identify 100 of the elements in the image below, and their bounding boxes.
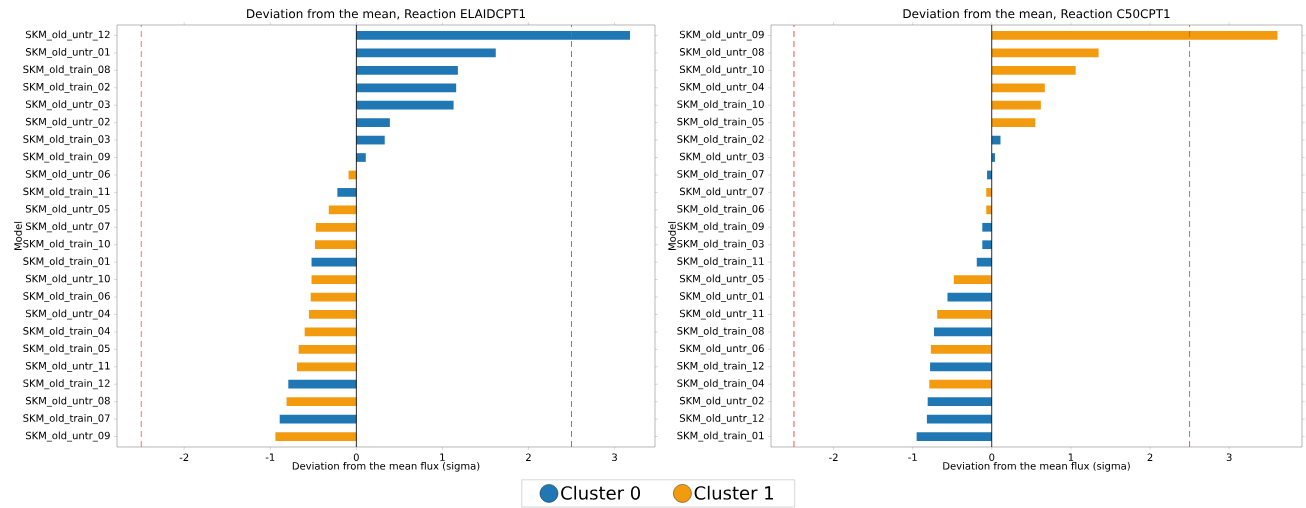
y-axis-title: Model [14,221,22,251]
y-tick-label: SKM_old_untr_02 [25,117,110,128]
x-axis-title: Deviation from the mean flux (sigma) [943,461,1130,472]
bar [930,362,992,372]
y-tick-label: SKM_old_untr_07 [679,187,764,198]
y-tick-label: SKM_old_untr_11 [25,361,110,372]
y-tick-label: SKM_old_untr_05 [679,274,764,285]
legend-label: Cluster 0 [561,485,641,500]
bar [356,65,458,75]
x-tick-label: -1 [265,453,275,461]
x-tick-label: 2 [526,453,531,461]
x-tick-label: 1 [440,453,445,461]
bar [296,362,357,372]
bar [279,414,357,424]
bar [337,188,357,197]
x-tick-label: 3 [612,453,617,462]
bar [976,257,992,267]
y-tick-label: SKM_old_train_06 [677,204,764,215]
y-tick-label: SKM_old_train_05 [677,117,764,128]
y-tick-label: SKM_old_train_02 [23,82,110,93]
y-tick-label: SKM_old_train_11 [23,187,110,198]
bar [929,379,992,389]
bar [991,118,1036,128]
bar [311,257,357,267]
y-tick-label: SKM_old_untr_01 [25,47,110,58]
y-tick-label: SKM_old_train_02 [677,135,764,146]
y-tick-label: SKM_old_train_04 [677,379,764,390]
y-tick-label: SKM_old_untr_08 [679,47,764,58]
bar [286,397,357,407]
y-tick-label: SKM_old_train_08 [677,326,764,337]
x-tick-label: -1 [908,453,917,461]
y-tick-label: SKM_old_untr_05 [25,204,110,215]
bar [926,414,992,424]
y-tick-label: SKM_old_train_01 [677,431,764,442]
y-tick-label: SKM_old_untr_11 [679,309,764,320]
y-tick-label: SKM_old_train_07 [677,169,764,180]
x-tick-label: -2 [179,453,189,461]
y-tick-label: SKM_old_untr_10 [679,65,764,76]
bar [991,65,1076,75]
chart-title: Deviation from the mean, Reaction C50CPT1 [903,8,1170,20]
bar [991,100,1041,110]
y-tick-label: SKM_old_untr_07 [25,222,110,233]
x-tick-label: 1 [1068,453,1074,461]
bar [314,240,357,250]
bar [356,100,454,110]
bar [356,135,385,145]
bar [991,48,1099,58]
bar [356,83,457,93]
y-tick-label: SKM_old_untr_12 [679,414,764,425]
bar [991,31,1278,40]
bar [328,205,357,215]
y-tick-label: SKM_old_untr_03 [679,152,764,163]
y-tick-label: SKM_old_train_10 [677,100,764,111]
bar [288,379,357,389]
y-tick-label: SKM_old_train_12 [677,361,764,372]
bar [315,222,357,232]
bar [308,310,357,319]
x-axis-title: Deviation from the mean flux (sigma) [292,461,480,472]
y-tick-label: SKM_old_train_01 [23,257,110,268]
bar [356,118,390,128]
bar [947,292,992,302]
bar [991,83,1045,93]
x-tick-label: 2 [1147,453,1153,461]
y-tick-label: SKM_old_untr_01 [679,292,764,302]
y-tick-label: SKM_old_untr_09 [25,431,110,442]
y-tick-label: SKM_old_train_10 [23,239,110,250]
y-tick-label: SKM_old_untr_02 [679,396,764,407]
bar [298,344,357,354]
y-tick-label: SKM_old_untr_09 [679,30,764,41]
y-tick-label: SKM_old_train_11 [677,257,764,268]
bar [304,327,357,337]
legend-label: Cluster 1 [694,485,773,500]
bar [937,310,992,319]
bar [356,31,631,40]
y-tick-label: SKM_old_train_09 [23,152,110,163]
y-tick-label: SKM_old_untr_04 [25,309,110,320]
chart-title: Deviation from the mean, Reaction ELAIDCPT1 [247,8,525,20]
bar [275,432,357,441]
x-tick-label: 3 [1226,453,1232,462]
x-tick-label: 0 [353,453,359,462]
bar [310,292,357,302]
y-tick-label: SKM_old_untr_08 [25,396,110,407]
y-tick-label: SKM_old_train_04 [23,326,110,337]
y-tick-label: SKM_old_train_05 [23,344,110,355]
y-axis-title: Model [668,221,676,251]
bar [934,327,992,337]
y-tick-label: SKM_old_untr_10 [25,274,110,285]
y-tick-label: SKM_old_train_09 [677,222,764,233]
bar [953,275,992,284]
x-tick-label: 0 [989,453,995,462]
y-tick-label: SKM_old_train_03 [23,135,110,146]
y-tick-label: SKM_old_untr_04 [679,82,764,93]
y-tick-label: SKM_old_train_12 [23,379,110,390]
bar [916,432,992,441]
bar [927,397,992,407]
y-tick-label: SKM_old_train_06 [23,292,110,302]
y-tick-label: SKM_old_train_07 [23,414,110,425]
y-tick-label: SKM_old_untr_03 [25,100,110,111]
y-tick-label: SKM_old_untr_06 [25,169,110,180]
x-tick-label: -2 [829,453,838,461]
